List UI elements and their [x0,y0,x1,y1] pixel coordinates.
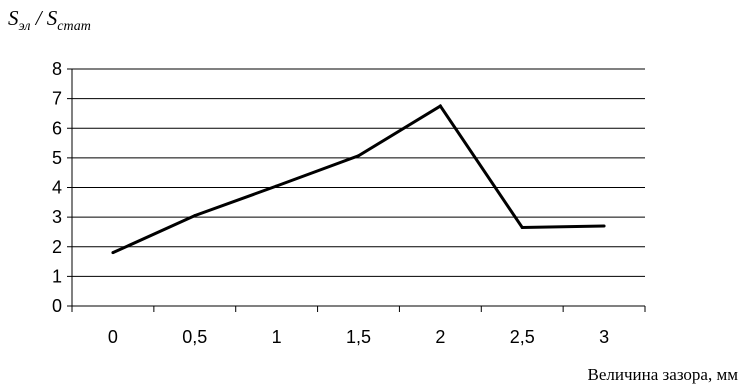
x-tick-label-5: 2,5 [510,327,535,347]
y-tick-label-4: 4 [52,178,62,198]
y-tick-label-3: 3 [52,207,62,227]
x-tick-label-2: 1 [272,327,282,347]
y-tick-label-1: 1 [52,266,62,286]
x-tick-label-1: 0,5 [182,327,207,347]
y-axis-title-s2: S [46,6,58,30]
y-axis-title: Sэл / Sстат [8,6,91,35]
y-tick-label-8: 8 [52,59,62,79]
data-point-6 [602,224,606,228]
y-axis-title-s1: S [8,6,19,30]
axes [67,68,646,312]
y-axis-title-sep: / [30,6,47,30]
y-tick-label-0: 0 [52,296,62,316]
x-tick-label-4: 2 [435,327,445,347]
data-point-1 [193,214,197,218]
data-point-4 [438,104,442,108]
x-tick-label-3: 1,5 [346,327,371,347]
x-tick-labels: 0 0,5 1 1,5 2 2,5 3 [108,327,609,347]
gridlines [72,68,645,277]
data-point-2 [275,184,279,188]
y-tick-label-5: 5 [52,148,62,168]
y-tick-label-2: 2 [52,237,62,257]
series-group [111,104,606,255]
data-point-5 [520,225,524,229]
y-axis-title-sub1: эл [18,19,31,35]
x-tick-label-0: 0 [108,327,118,347]
y-tick-label-7: 7 [52,89,62,109]
y-axis-title-sub2: стат [57,19,91,35]
y-tick-labels: 0 1 2 3 4 5 6 7 8 [52,59,62,316]
x-tick-label-6: 3 [599,327,609,347]
data-point-3 [357,154,360,158]
x-axis-title: Величина зазора, мм [587,365,738,384]
y-tick-label-6: 6 [52,118,62,138]
data-point-0 [111,251,115,255]
